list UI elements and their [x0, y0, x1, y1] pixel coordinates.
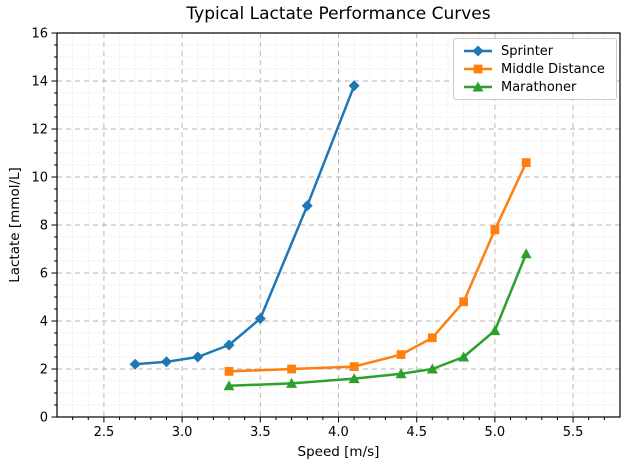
series-line-middle-distance [227, 161, 528, 373]
y-tick-label: 4 [40, 315, 48, 330]
y-tick-label: 0 [40, 411, 48, 426]
x-tick-label: 3.0 [172, 425, 193, 440]
legend-item-marathoner: Marathoner [463, 80, 607, 94]
marker-sprinter [254, 313, 266, 325]
marker-middle-distance [427, 333, 437, 343]
marker-middle-distance [521, 158, 531, 167]
x-tick-label: 4.0 [328, 425, 349, 440]
legend-label: Sprinter [501, 43, 554, 59]
marker-sprinter [129, 358, 141, 370]
marker-sprinter [348, 80, 360, 92]
y-tick-label: 6 [40, 267, 48, 282]
marker-marathoner [489, 325, 501, 336]
series-marathoner [223, 248, 532, 391]
marker-sprinter [192, 351, 204, 363]
series-middle-distance [224, 158, 531, 376]
marker-marathoner [223, 380, 235, 391]
y-tick-label: 10 [31, 171, 48, 186]
x-tick-label: 5.5 [563, 425, 584, 440]
legend-item-middle-distance: Middle Distance [463, 62, 607, 76]
legend-label: Marathoner [501, 79, 577, 95]
series-line-marathoner [227, 252, 528, 388]
marker-middle-distance [490, 225, 500, 235]
y-tick-label: 8 [40, 219, 48, 234]
marker-sprinter [301, 200, 313, 212]
x-tick-label: 3.5 [250, 425, 271, 440]
marker-middle-distance [224, 367, 234, 376]
marker-marathoner [395, 368, 407, 379]
y-tick-label: 14 [31, 75, 48, 90]
marker-middle-distance [349, 362, 359, 371]
y-tick-label: 2 [40, 363, 48, 378]
marker-marathoner [458, 351, 470, 362]
x-tick-label: 5.0 [485, 425, 506, 440]
marker-marathoner [286, 377, 298, 388]
marker-sprinter [160, 356, 172, 368]
chart-title: Typical Lactate Performance Curves [186, 4, 491, 24]
axis-ticks [51, 32, 605, 423]
legend-label: Middle Distance [501, 61, 605, 77]
y-tick-label: 16 [31, 27, 48, 42]
legend: Sprinter Middle Distance Marathoner [453, 38, 617, 100]
x-tick-label: 2.5 [94, 425, 115, 440]
x-axis-label: Speed [m/s] [297, 444, 380, 460]
marker-middle-distance [396, 350, 406, 359]
y-tick-label: 12 [31, 123, 48, 138]
marker-middle-distance [287, 364, 296, 374]
marker-marathoner [520, 248, 532, 259]
marker-middle-distance [459, 297, 469, 307]
legend-diamond-icon [464, 45, 492, 57]
legend-square-icon [464, 64, 492, 74]
y-axis-label: Lactate [mmol/L] [7, 167, 23, 283]
legend-item-sprinter: Sprinter [463, 44, 607, 58]
marker-marathoner [426, 363, 438, 374]
marker-marathoner [348, 373, 360, 384]
series-sprinter [129, 80, 360, 370]
legend-triangle_up-icon [464, 81, 492, 92]
x-tick-label: 4.5 [406, 425, 427, 440]
grid-major [57, 33, 620, 417]
marker-sprinter [223, 339, 235, 351]
